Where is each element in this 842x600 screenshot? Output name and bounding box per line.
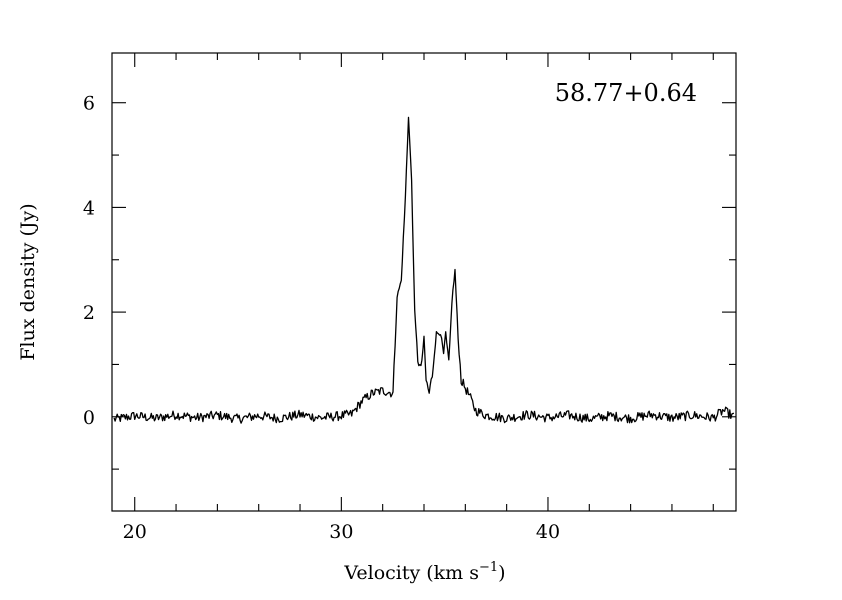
x-axis-title: Velocity (km s−1) (343, 560, 505, 584)
source-annotation: 58.77+0.64 (555, 79, 697, 107)
y-tick-label: 4 (83, 197, 95, 219)
plot-frame (111, 52, 737, 512)
x-axis-title-close: ) (498, 562, 505, 584)
ticks-layer (112, 53, 736, 511)
x-axis-title-main: Velocity (km s (343, 562, 479, 584)
tick-labels-layer: 20 30 40 0 2 4 6 (83, 93, 560, 543)
x-tick-label: 30 (329, 521, 353, 543)
y-axis-title: Flux density (Jy) (17, 203, 39, 360)
y-tick-label: 6 (83, 93, 95, 115)
x-tick-label: 20 (123, 521, 147, 543)
x-axis-title-exponent: −1 (479, 560, 498, 575)
x-tick-label: 40 (536, 521, 560, 543)
spectrum-line (113, 116, 735, 424)
y-tick-label: 2 (83, 302, 95, 324)
y-tick-label: 0 (83, 407, 95, 429)
